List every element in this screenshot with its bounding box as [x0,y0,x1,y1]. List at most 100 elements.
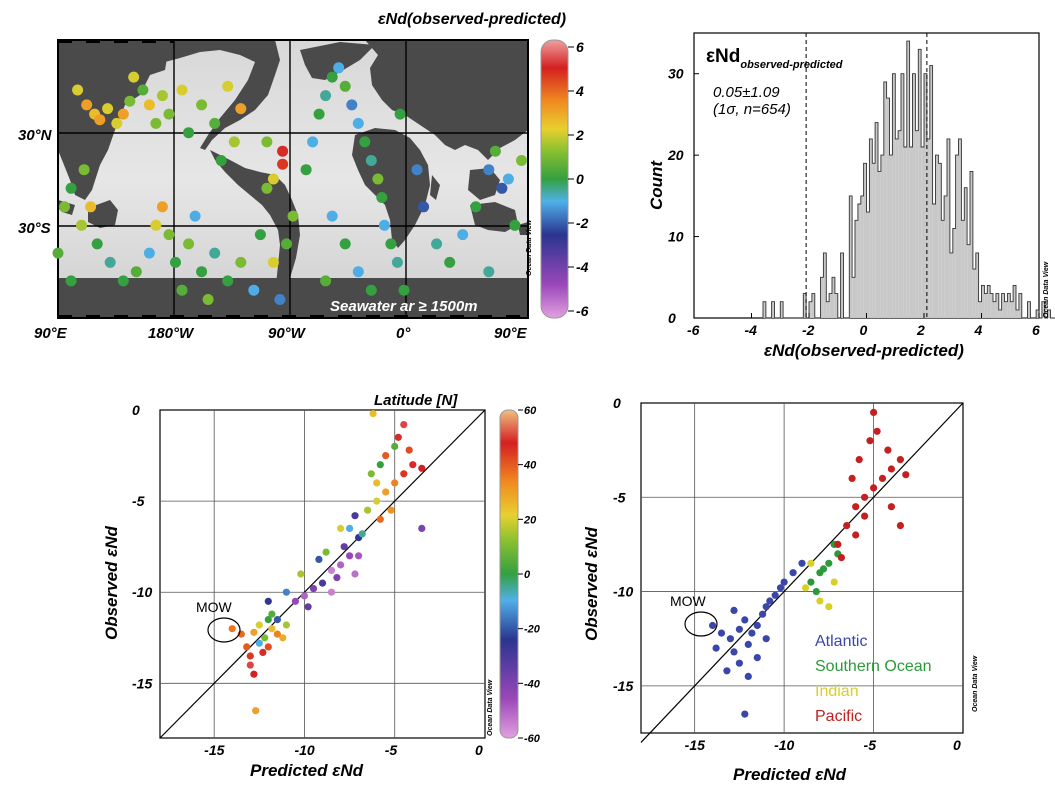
scatter1-point [268,610,276,618]
histogram-bar [1007,293,1011,318]
scatter2-point [753,654,761,662]
map-point [137,84,149,96]
scatter1-point [250,628,258,636]
scatter1-point [300,592,308,600]
scatter1-colorbar [499,409,519,739]
scatter1-point [264,643,272,651]
scatter2-point [802,584,810,592]
scatter2-point [896,522,905,530]
scatter2-point [855,456,863,464]
scatter1-point [394,433,402,441]
histogram-bar [849,195,853,318]
scatter1-point [351,512,359,520]
scatter1-point [391,442,399,450]
map-point [156,90,168,102]
scatter1-x-tick-label: -10 [294,742,314,758]
histogram-x-tick-label: 2 [916,322,925,338]
scatter2-gridlines [640,402,964,743]
histogram-bar [929,65,933,318]
histogram-bar [918,49,922,318]
scatter1-point [351,570,359,578]
histogram-bars [762,40,1055,319]
histogram-bar [993,301,996,318]
map-point [267,256,279,268]
map-point [128,71,140,83]
map-point [346,99,358,111]
scatter1-colorbar-ticks: 60 40 20 0 -20 -40 -60 [518,405,541,745]
scatter2-point [861,512,869,520]
scatter1-y-tick-label: -10 [132,584,152,600]
map-colorbar-tick-label: -6 [576,303,589,319]
map-point [431,238,443,250]
map-point [104,256,116,268]
histogram-bar [924,73,927,319]
map-point [326,71,338,83]
scatter1-point [273,630,281,638]
map-point [124,95,136,107]
histogram-bar [987,285,991,318]
histogram-bar [903,147,907,318]
scatter2-x-tick-label: -5 [864,737,877,753]
histogram-bar [826,301,830,318]
scatter2-point [852,531,860,539]
scatter1-point [337,524,345,533]
scatter2-point [766,597,774,605]
histogram-y-tick-label: 30 [668,66,684,82]
scatter1-point [358,530,366,538]
scatter1-point [255,621,263,629]
scatter1-point [391,479,399,487]
map-panel: εNd(observed-predicted) [18,11,589,342]
scatter2-point [735,659,744,667]
scatter1-point [333,574,341,582]
map-point [326,210,338,222]
legend-pacific: Pacific [815,708,862,725]
scatter2-point [798,559,806,567]
scatter2-point [730,606,738,615]
scatter2-one-to-one-line [640,402,964,743]
map-point [111,117,123,129]
histogram-bar [981,285,985,318]
map-point [196,99,208,111]
map-point [385,238,397,250]
scatter1-point [400,421,408,429]
scatter2-point [825,559,833,567]
scatter1-colorbar-title: Latitude [N] [374,392,458,409]
scatter2-y-tick-label: -5 [613,489,626,505]
map-point [320,90,332,102]
map-point [365,155,377,166]
histogram-bar [990,293,994,318]
scatter1-x-tick-label: 0 [475,742,483,758]
map-point [222,80,234,92]
map-point [352,117,364,129]
histogram-xlabel: εNd(observed-predicted) [764,341,964,360]
scatter1-point [322,548,330,556]
scatter1-point [250,670,258,678]
scatter2-point [771,591,779,599]
scatter2-point [837,554,846,562]
scatter1-point [405,446,413,454]
scatter2-point [896,456,905,464]
scatter-latitude-panel: MOW -15 -10 -5 0 0 -5 -10 -15 Predicted εNd Obs… [102,392,541,780]
scatter2-point [878,474,887,482]
scatter2-xlabel: Predicted εNd [733,765,847,784]
scatter1-point [246,652,254,660]
scatter2-y-tick-label: 0 [613,395,621,411]
scatter2-point [744,672,752,681]
map-point [196,266,208,278]
map-colorbar-tick-label: -2 [576,215,589,231]
scatter2-point [717,629,726,637]
map-point [254,229,266,241]
scatter2-point [861,493,869,501]
map-point [418,201,430,213]
histogram-bar [860,195,864,318]
histogram-bar [878,171,881,318]
map-point [320,275,332,287]
scatter2-point [902,471,910,479]
histogram-bar [883,81,887,318]
histogram-bar [834,293,838,318]
histogram-bar [901,73,904,319]
map-point [150,117,162,129]
scatter2-point [816,597,824,605]
scatter2-point [789,569,797,577]
